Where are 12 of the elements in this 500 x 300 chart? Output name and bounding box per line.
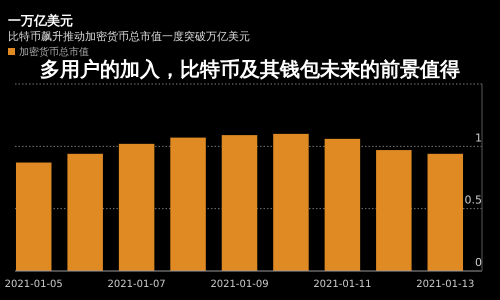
chart-subtitle: 比特币飙升推动加密货币总市值一度突破万亿美元	[8, 30, 250, 43]
x-tick-label: 2021-01-07	[108, 279, 166, 290]
x-tick-label: 2021-01-13	[416, 279, 474, 290]
y-tick-label: 1	[475, 131, 482, 144]
x-tick-label: 2021-01-09	[210, 279, 269, 290]
x-tick-label: 2021-01-05	[4, 279, 63, 290]
legend-label: 加密货币总市值	[19, 46, 89, 58]
y-tick-label: 0.5	[464, 194, 482, 207]
y-tick-label: 0	[475, 256, 482, 269]
chart-title: 一万亿美元	[8, 13, 73, 29]
text: 多用户的加入，比特币及其钱包未来的前景值得	[40, 57, 460, 81]
x-tick-label: 2021-01-11	[313, 279, 372, 290]
